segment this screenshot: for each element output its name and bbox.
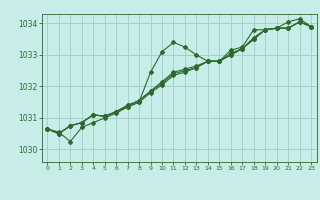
Text: Graphe pression niveau de la mer (hPa): Graphe pression niveau de la mer (hPa) (58, 184, 262, 193)
